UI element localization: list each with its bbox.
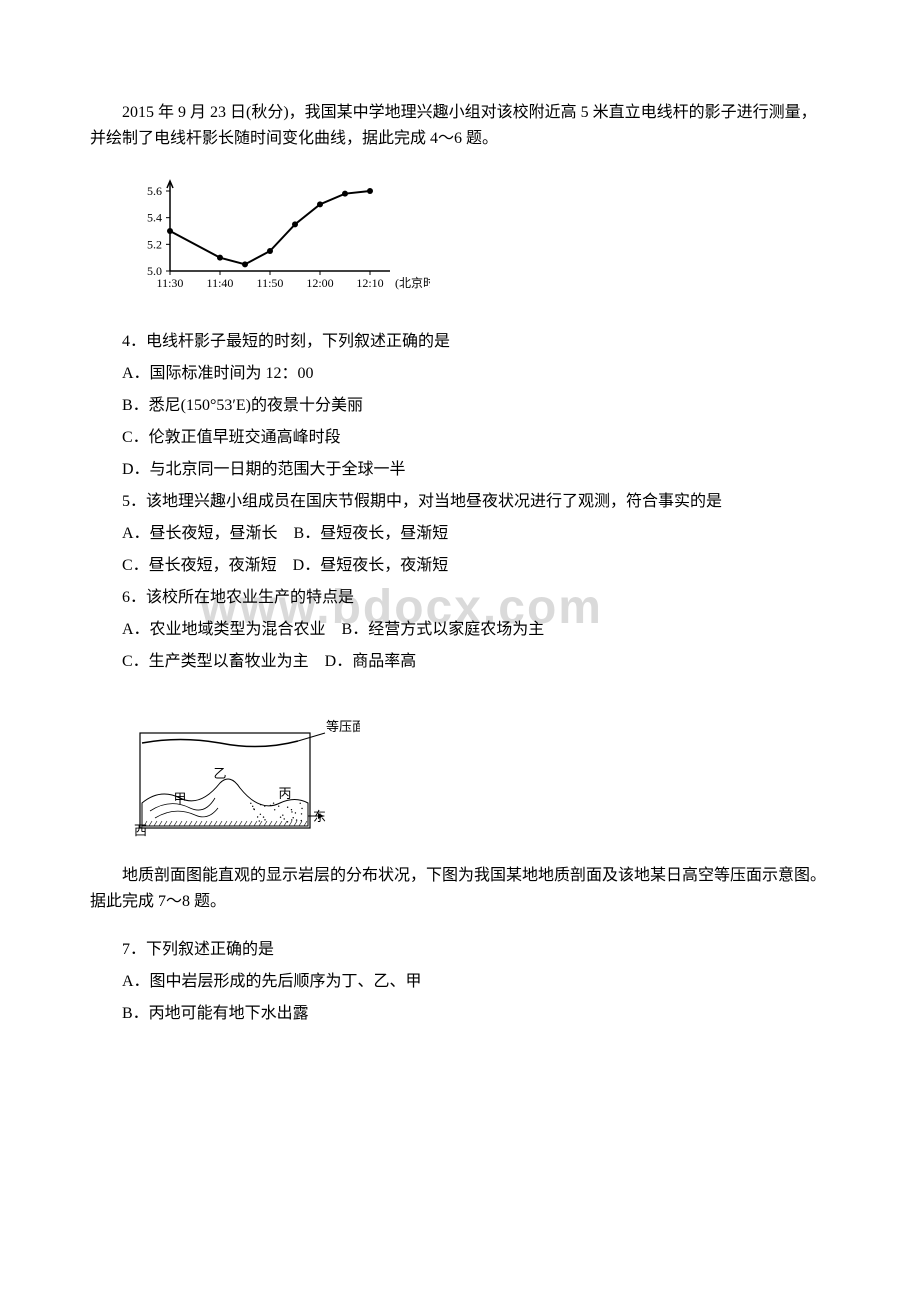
svg-text:丙: 丙: [278, 786, 291, 801]
question-4-option-d: D．与北京同一日期的范围大于全球一半: [90, 454, 830, 486]
document-content: 2015 年 9 月 23 日(秋分)，我国某中学地理兴趣小组对该校附近高 5 …: [90, 100, 830, 1030]
svg-text:5.6: 5.6: [147, 184, 162, 198]
question-7-option-b: B．丙地可能有地下水出露: [90, 998, 830, 1030]
question-6-options-ab: A．农业地域类型为混合农业 B．经营方式以家庭农场为主: [90, 614, 830, 646]
svg-text:12:00: 12:00: [306, 276, 333, 290]
svg-text:11:30: 11:30: [157, 276, 184, 290]
question-4-option-a: A．国际标准时间为 12：00: [90, 358, 830, 390]
question-7-stem: 7．下列叙述正确的是: [90, 934, 830, 966]
question-4-stem: 4．电线杆影子最短的时刻，下列叙述正确的是: [90, 326, 830, 358]
svg-text:(北京时间): (北京时间): [395, 276, 430, 290]
intro-paragraph-1: 2015 年 9 月 23 日(秋分)，我国某中学地理兴趣小组对该校附近高 5 …: [90, 100, 830, 151]
question-6-options-cd: C．生产类型以畜牧业为主 D．商品率高: [90, 646, 830, 678]
svg-text:等压面: 等压面: [326, 719, 360, 734]
svg-text:11:50: 11:50: [257, 276, 284, 290]
question-6-stem: 6．该校所在地农业生产的特点是: [90, 582, 830, 614]
svg-text:甲: 甲: [173, 791, 186, 806]
question-4-option-b: B．悉尼(150°53′E)的夜景十分美丽: [90, 390, 830, 422]
shadow-length-chart: 5.65.45.25.011:3011:4011:5012:0012:10(北京…: [130, 171, 830, 306]
svg-text:12:10: 12:10: [356, 276, 383, 290]
question-5-options-ab: A．昼长夜短，昼渐长 B．昼短夜长，昼渐短: [90, 518, 830, 550]
question-5-stem: 5．该地理兴趣小组成员在国庆节假期中，对当地昼夜状况进行了观测，符合事实的是: [90, 486, 830, 518]
question-7-option-a: A．图中岩层形成的先后顺序为丁、乙、甲: [90, 966, 830, 998]
question-5-options-cd: C．昼长夜短，夜渐短 D．昼短夜长，夜渐短: [90, 550, 830, 582]
svg-text:西: 西: [134, 823, 147, 838]
intro-paragraph-2: 地质剖面图能直观的显示岩层的分布状况，下图为我国某地地质剖面及该地某日高空等压面…: [90, 863, 830, 914]
geology-diagram: 等压面乙甲丙西东: [130, 703, 830, 843]
svg-text:5.2: 5.2: [147, 238, 162, 252]
question-4-option-c: C．伦敦正值早班交通高峰时段: [90, 422, 830, 454]
svg-text:5.4: 5.4: [147, 211, 162, 225]
svg-text:11:40: 11:40: [207, 276, 234, 290]
svg-text:乙: 乙: [213, 766, 226, 781]
